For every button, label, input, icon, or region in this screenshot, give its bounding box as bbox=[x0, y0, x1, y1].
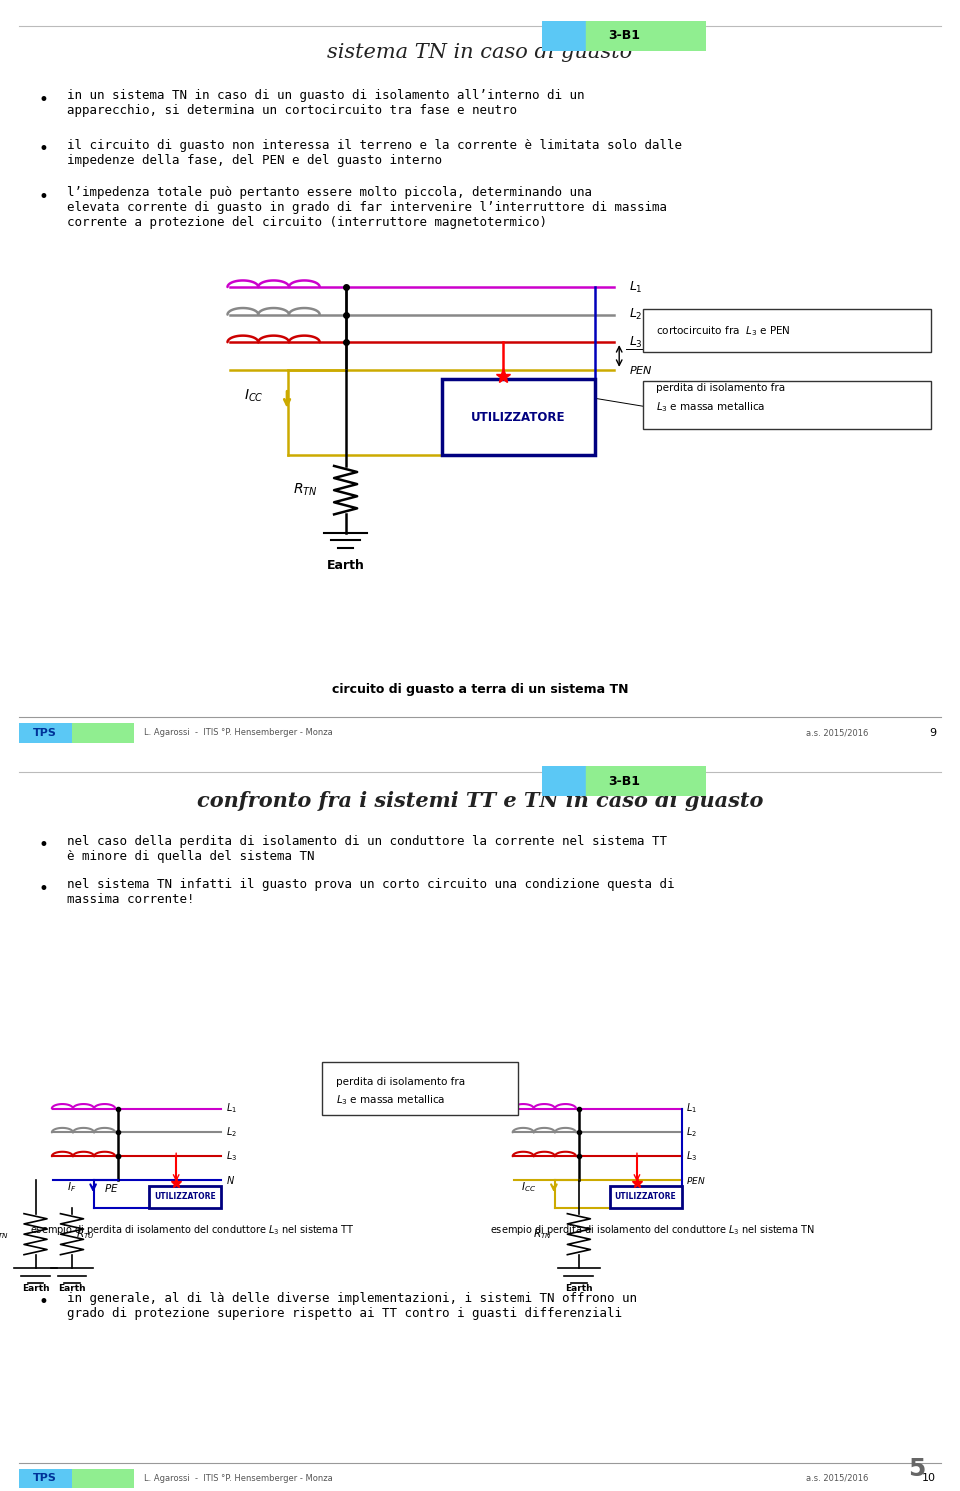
Text: L. Agarossi  -  ITIS °P. Hensemberger - Monza: L. Agarossi - ITIS °P. Hensemberger - Mo… bbox=[144, 1473, 333, 1484]
Bar bbox=[542, 766, 587, 796]
FancyBboxPatch shape bbox=[442, 379, 595, 455]
Text: •: • bbox=[38, 188, 48, 206]
Text: perdita di isolamento fra: perdita di isolamento fra bbox=[656, 383, 785, 394]
Bar bbox=[72, 1469, 134, 1488]
Bar bbox=[587, 21, 706, 51]
Text: $PEN$: $PEN$ bbox=[686, 1175, 706, 1185]
FancyBboxPatch shape bbox=[643, 380, 931, 429]
Text: TPS: TPS bbox=[34, 1473, 57, 1484]
Bar bbox=[19, 1469, 72, 1488]
Text: 10: 10 bbox=[922, 1473, 936, 1484]
Text: il circuito di guasto non interessa il terreno e la corrente è limitata solo dal: il circuito di guasto non interessa il t… bbox=[67, 139, 683, 167]
Text: $I_F$: $I_F$ bbox=[67, 1181, 77, 1194]
FancyBboxPatch shape bbox=[149, 1187, 221, 1208]
FancyBboxPatch shape bbox=[322, 1062, 518, 1115]
Text: Earth: Earth bbox=[59, 1284, 85, 1294]
Text: cortocircuito fra  $L_3$ e PEN: cortocircuito fra $L_3$ e PEN bbox=[656, 324, 790, 338]
Text: confronto fra i sistemi TT e TN in caso di guasto: confronto fra i sistemi TT e TN in caso … bbox=[197, 792, 763, 811]
FancyBboxPatch shape bbox=[643, 309, 931, 352]
Text: $N$: $N$ bbox=[226, 1173, 234, 1187]
Text: $L_1$: $L_1$ bbox=[226, 1102, 237, 1115]
Text: UTILIZZATORE: UTILIZZATORE bbox=[614, 1193, 677, 1202]
Text: •: • bbox=[38, 1293, 48, 1312]
Text: nel sistema TN infatti il guasto prova un corto circuito una condizione questa d: nel sistema TN infatti il guasto prova u… bbox=[67, 878, 675, 907]
Text: UTILIZZATORE: UTILIZZATORE bbox=[471, 410, 565, 423]
Text: Earth: Earth bbox=[565, 1284, 592, 1294]
Bar bbox=[587, 766, 706, 796]
Text: $L_1$: $L_1$ bbox=[629, 279, 642, 295]
Text: 9: 9 bbox=[929, 728, 936, 738]
Text: $PE$: $PE$ bbox=[104, 1181, 119, 1194]
Text: •: • bbox=[38, 91, 48, 109]
Bar bbox=[19, 723, 72, 743]
Text: •: • bbox=[38, 140, 48, 158]
Text: $L_1$: $L_1$ bbox=[686, 1102, 698, 1115]
Text: $L_3$: $L_3$ bbox=[686, 1150, 698, 1163]
FancyBboxPatch shape bbox=[610, 1187, 682, 1208]
Text: $R_{TU}$: $R_{TU}$ bbox=[76, 1227, 95, 1241]
Bar bbox=[72, 723, 134, 743]
Text: esempio di perdita di isolamento del conduttore $L_3$ nel sistema TN: esempio di perdita di isolamento del con… bbox=[491, 1223, 815, 1236]
Text: $L_3$ e massa metallica: $L_3$ e massa metallica bbox=[336, 1093, 445, 1106]
Text: L. Agarossi  -  ITIS °P. Hensemberger - Monza: L. Agarossi - ITIS °P. Hensemberger - Mo… bbox=[144, 728, 333, 738]
Text: l’impedenza totale può pertanto essere molto piccola, determinando una
elevata c: l’impedenza totale può pertanto essere m… bbox=[67, 186, 667, 230]
Text: in un sistema TN in caso di un guasto di isolamento all’interno di un
apparecchi: in un sistema TN in caso di un guasto di… bbox=[67, 89, 585, 118]
Text: $L_2$: $L_2$ bbox=[226, 1126, 236, 1139]
Text: esempio di perdita di isolamento del conduttore $L_3$ nel sistema TT: esempio di perdita di isolamento del con… bbox=[30, 1223, 354, 1236]
Text: •: • bbox=[38, 836, 48, 854]
Text: in generale, al di là delle diverse implementazioni, i sistemi TN offrono un
gra: in generale, al di là delle diverse impl… bbox=[67, 1291, 637, 1320]
Text: $PEN$: $PEN$ bbox=[629, 364, 653, 376]
Text: $R_{TN}$: $R_{TN}$ bbox=[293, 482, 318, 498]
Text: $R_{TN}$: $R_{TN}$ bbox=[0, 1227, 9, 1241]
Text: 5: 5 bbox=[908, 1457, 925, 1482]
Text: $L_3$: $L_3$ bbox=[629, 334, 642, 350]
Text: TPS: TPS bbox=[34, 728, 57, 738]
Text: $L_3$: $L_3$ bbox=[226, 1150, 237, 1163]
Text: nel caso della perdita di isolamento di un conduttore la corrente nel sistema TT: nel caso della perdita di isolamento di … bbox=[67, 835, 667, 863]
Bar bbox=[542, 21, 587, 51]
Text: 3-B1: 3-B1 bbox=[608, 775, 640, 787]
Text: perdita di isolamento fra: perdita di isolamento fra bbox=[336, 1078, 466, 1087]
Text: Earth: Earth bbox=[326, 559, 365, 573]
Text: $I_{CC}$: $I_{CC}$ bbox=[520, 1181, 536, 1194]
Text: $L_3$ e massa metallica: $L_3$ e massa metallica bbox=[656, 400, 765, 414]
Text: $I_{CC}$: $I_{CC}$ bbox=[245, 388, 264, 404]
Text: •: • bbox=[38, 880, 48, 898]
Text: sistema TN in caso di guasto: sistema TN in caso di guasto bbox=[327, 43, 633, 61]
Text: 3-B1: 3-B1 bbox=[608, 30, 640, 42]
Text: $L_2$: $L_2$ bbox=[686, 1126, 697, 1139]
Text: circuito di guasto a terra di un sistema TN: circuito di guasto a terra di un sistema… bbox=[332, 683, 628, 696]
Text: $R_{TN}$: $R_{TN}$ bbox=[533, 1227, 552, 1241]
Text: UTILIZZATORE: UTILIZZATORE bbox=[154, 1193, 216, 1202]
Text: $L_2$: $L_2$ bbox=[629, 307, 642, 322]
Text: a.s. 2015/2016: a.s. 2015/2016 bbox=[806, 1473, 869, 1484]
Text: a.s. 2015/2016: a.s. 2015/2016 bbox=[806, 728, 869, 738]
Text: Earth: Earth bbox=[22, 1284, 49, 1294]
